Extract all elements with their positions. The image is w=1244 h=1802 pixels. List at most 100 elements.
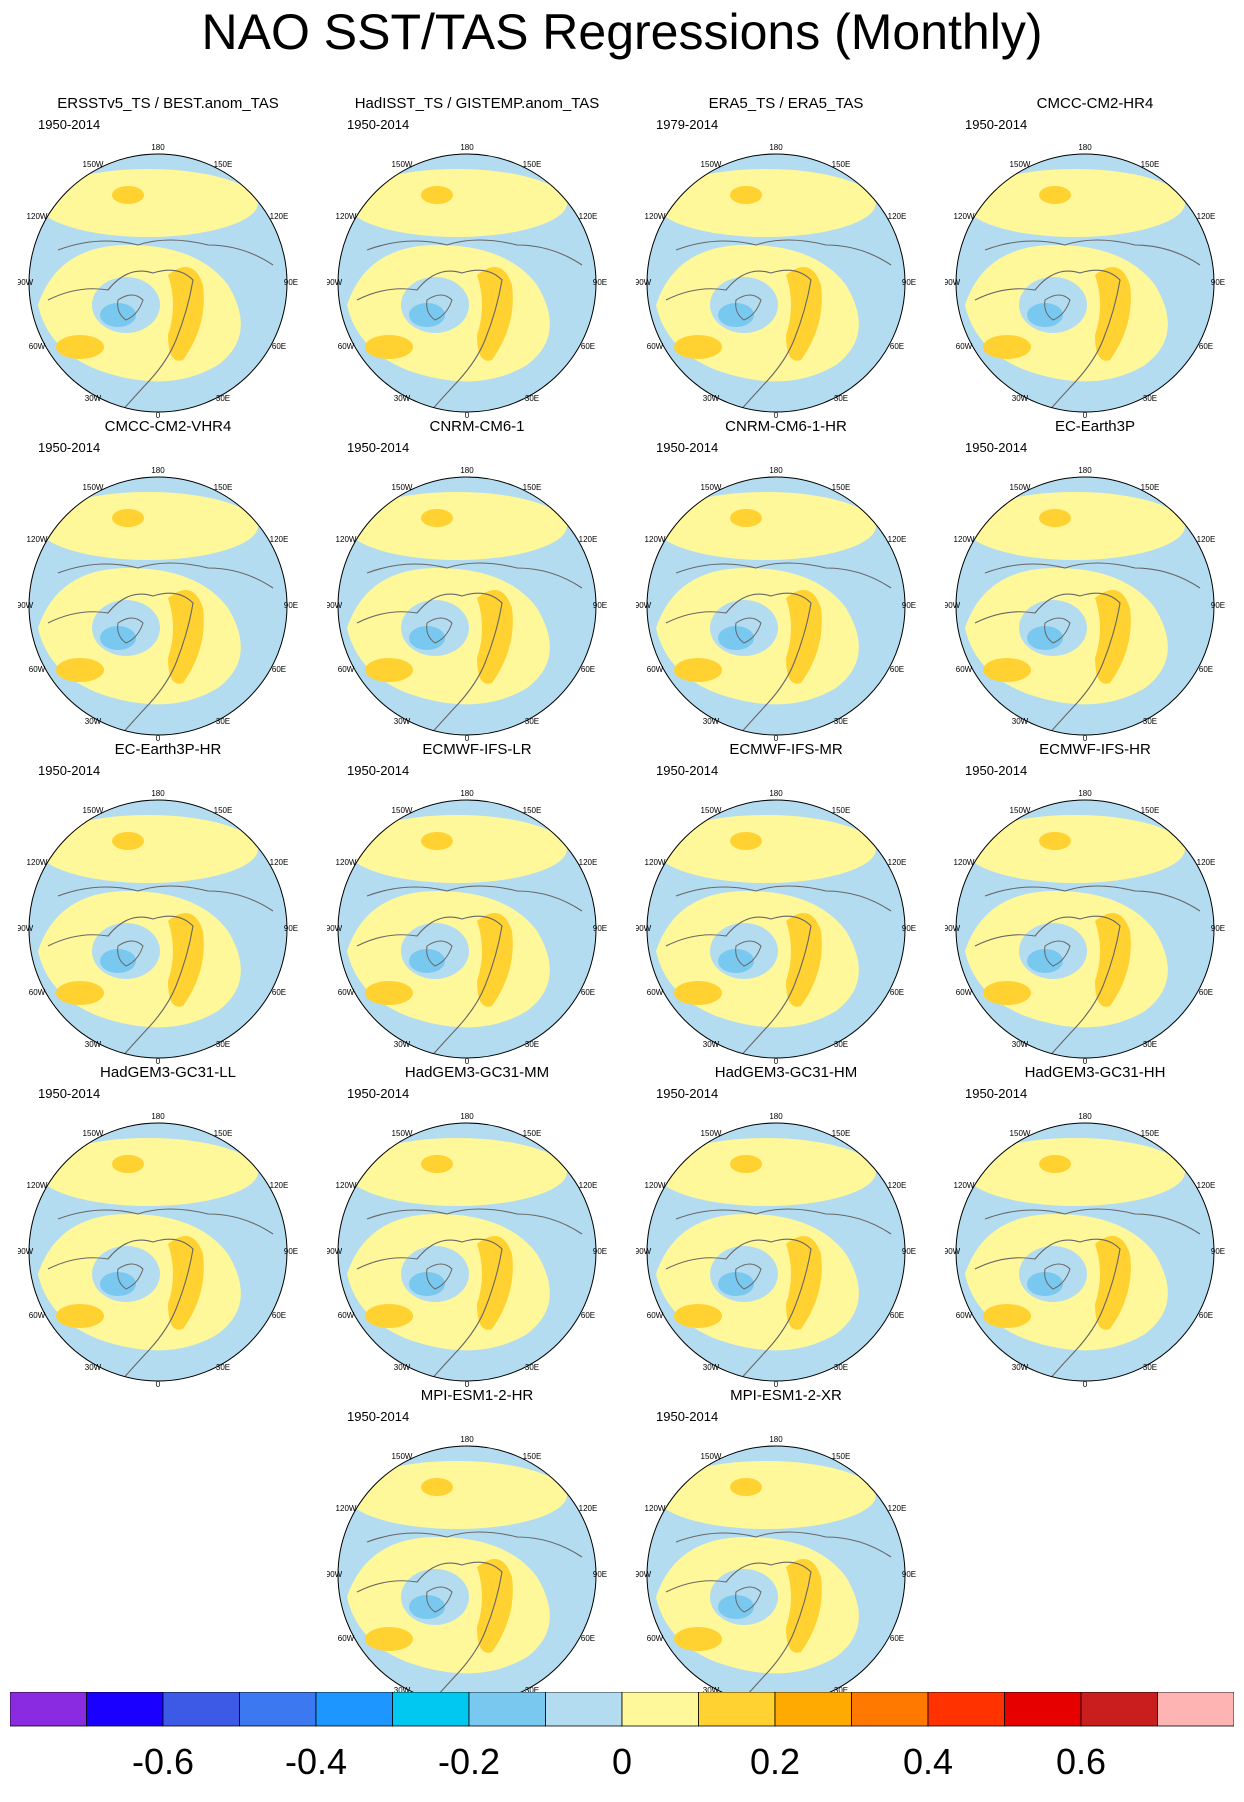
longitude-label: 90W <box>636 278 652 287</box>
positive-anomaly-core <box>730 1478 762 1496</box>
map-border <box>337 799 597 1059</box>
positive-anomaly-core <box>421 186 453 204</box>
longitude-label: 30E <box>216 394 230 403</box>
coastline <box>675 239 892 266</box>
positive-anomaly-core <box>674 1304 722 1328</box>
map-border <box>337 1122 597 1382</box>
map-panel: 180 150W 150E 120W 120E 90W 90E 60W 60E 30W 30E 0 CM… <box>945 95 1244 420</box>
longitude-label: 120W <box>645 535 666 544</box>
map-panel: 180 150W 150E 120W 120E 90W 90E 60W 60E 30W 30E 0 ER… <box>18 95 318 420</box>
longitude-label: 180 <box>769 466 783 475</box>
longitude-label: 90E <box>1211 1247 1225 1256</box>
longitude-label: 120E <box>579 1504 598 1513</box>
longitude-label: 180 <box>460 789 474 798</box>
longitude-label: 0 <box>774 734 779 743</box>
longitude-label: 120W <box>645 1181 666 1190</box>
longitude-label: 30E <box>525 394 539 403</box>
longitude-label: 150E <box>832 1129 851 1138</box>
coastline <box>735 940 762 967</box>
longitude-label: 30E <box>1143 1040 1157 1049</box>
negative-anomaly-core <box>409 303 445 327</box>
longitude-label: 90E <box>284 924 298 933</box>
map-panel: 180 150W 150E 120W 120E 90W 90E 60W 60E 30W 30E 0 EC… <box>945 741 1244 1066</box>
coastline <box>1044 1263 1071 1290</box>
coastline <box>117 294 144 321</box>
longitude-label: 60W <box>956 988 973 997</box>
longitude-label: 30W <box>394 717 411 726</box>
longitude-label: 120E <box>270 212 289 221</box>
longitude-label: 30W <box>703 717 720 726</box>
positive-anomaly-region <box>965 492 1185 560</box>
longitude-label: 30W <box>85 717 102 726</box>
longitude-label: 150E <box>214 483 233 492</box>
longitude-label: 90W <box>636 1247 652 1256</box>
coastline <box>426 1263 453 1290</box>
longitude-label: 150E <box>832 806 851 815</box>
longitude-label: 60W <box>29 1311 46 1320</box>
map-panel: 180 150W 150E 120W 120E 90W 90E 60W 60E 30W 30E 0 Ha… <box>327 95 627 420</box>
longitude-label: 60E <box>581 988 595 997</box>
longitude-label: 90W <box>327 1570 343 1579</box>
longitude-label: 120W <box>336 1181 357 1190</box>
map-border <box>955 476 1215 736</box>
longitude-label: 60E <box>890 1311 904 1320</box>
longitude-label: 30W <box>85 1040 102 1049</box>
coastline <box>47 592 194 735</box>
map-border <box>28 153 288 413</box>
colorbar-swatch <box>468 1692 546 1727</box>
longitude-label: 150E <box>214 806 233 815</box>
longitude-label: 60E <box>890 665 904 674</box>
longitude-label: 90E <box>284 601 298 610</box>
positive-anomaly-core <box>112 832 144 850</box>
longitude-label: 150W <box>701 806 722 815</box>
coastline <box>57 239 274 266</box>
positive-anomaly-core <box>421 509 453 527</box>
map-border <box>337 476 597 736</box>
longitude-label: 120E <box>888 1181 907 1190</box>
longitude-label: 30E <box>834 394 848 403</box>
longitude-label: 30W <box>394 1363 411 1372</box>
map-border <box>646 799 906 1059</box>
panel-period: 1950-2014 <box>965 117 1028 132</box>
longitude-label: 60E <box>581 1311 595 1320</box>
longitude-label: 90W <box>327 601 343 610</box>
longitude-label: 90W <box>18 601 34 610</box>
coastline <box>735 294 762 321</box>
longitude-label: 150W <box>701 483 722 492</box>
longitude-label: 150E <box>214 1129 233 1138</box>
map-panel: 180 150W 150E 120W 120E 90W 90E 60W 60E 30W 30E 0 EC… <box>636 741 936 1066</box>
colorbar-swatch <box>927 1692 1005 1727</box>
longitude-label: 90W <box>18 278 34 287</box>
coastline <box>984 239 1201 266</box>
positive-anomaly-region <box>38 169 258 237</box>
longitude-label: 120E <box>1197 1181 1216 1190</box>
longitude-label: 60E <box>890 988 904 997</box>
positive-anomaly-core <box>421 1478 453 1496</box>
coastline <box>47 269 194 412</box>
coastline <box>675 1531 892 1558</box>
longitude-label: 120W <box>954 1181 975 1190</box>
longitude-label: 90E <box>593 601 607 610</box>
positive-anomaly-core <box>730 186 762 204</box>
coastline <box>974 269 1121 412</box>
longitude-label: 150E <box>832 483 851 492</box>
longitude-label: 30W <box>1012 394 1029 403</box>
panel-title: HadISST_TS / GISTEMP.anom_TAS <box>354 95 600 112</box>
positive-anomaly-region <box>656 492 876 560</box>
longitude-label: 90W <box>18 924 34 933</box>
longitude-label: 180 <box>769 789 783 798</box>
coastline <box>366 885 583 912</box>
longitude-label: 150W <box>392 1129 413 1138</box>
coastline <box>665 269 812 412</box>
colorbar-tick-label: -0.2 <box>437 1741 501 1782</box>
coastline <box>735 1586 762 1613</box>
panel-period: 1950-2014 <box>656 763 719 778</box>
longitude-label: 60W <box>956 342 973 351</box>
positive-anomaly-region <box>38 492 258 560</box>
longitude-label: 90E <box>902 1570 916 1579</box>
positive-anomaly-core <box>112 1155 144 1173</box>
